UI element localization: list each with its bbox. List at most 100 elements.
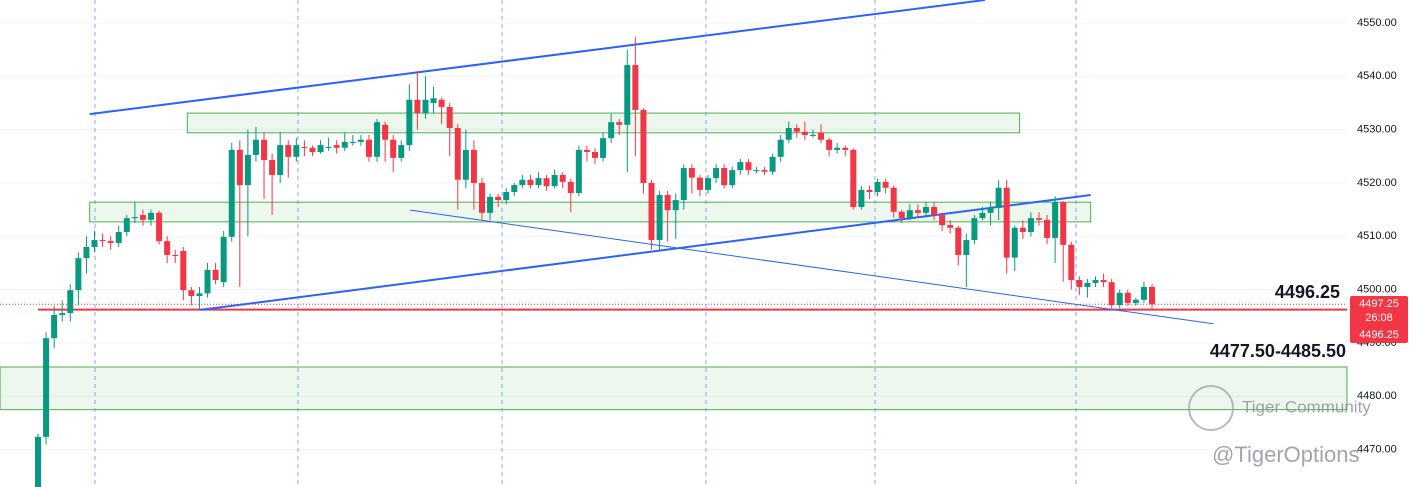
candle-body	[519, 179, 526, 186]
candle-body	[1084, 282, 1091, 287]
candle-body	[640, 109, 647, 183]
zone	[186, 112, 1021, 134]
candle-body	[252, 139, 259, 155]
candle-body	[1035, 218, 1042, 220]
candle-body	[793, 128, 800, 132]
candle-body	[761, 170, 768, 172]
candle-body	[914, 210, 921, 213]
candle-body	[1011, 227, 1018, 258]
candle-body	[809, 134, 816, 136]
candle-body	[1108, 282, 1115, 306]
candle-body	[220, 236, 227, 283]
candle-body	[729, 170, 736, 186]
candle-body	[672, 200, 679, 211]
candle-body	[898, 211, 905, 219]
trendline	[410, 209, 1214, 325]
candle-body	[43, 338, 50, 437]
candle-body	[955, 227, 962, 255]
candle-body	[1060, 202, 1067, 245]
candle-body	[777, 139, 784, 157]
candle-body	[721, 168, 728, 186]
watermark-logo	[1188, 385, 1234, 431]
candle-body	[156, 212, 163, 242]
candle-body	[906, 210, 913, 219]
candle-body	[188, 290, 195, 297]
candle-body	[1003, 187, 1010, 258]
candle-body	[1052, 202, 1059, 238]
candle-body	[1149, 286, 1155, 305]
candle-body	[543, 178, 550, 187]
candle-body	[67, 290, 74, 314]
candle-body	[648, 182, 655, 241]
watermark: Tiger Community	[1242, 397, 1371, 416]
candle-body	[939, 214, 946, 226]
candle-body	[454, 128, 461, 180]
candle-body	[382, 124, 389, 140]
candle-body	[1100, 280, 1107, 283]
candle-body	[107, 241, 114, 243]
candle-body	[769, 156, 776, 172]
watermark: @TigerOptions	[1212, 442, 1359, 467]
candle-body	[608, 122, 615, 139]
candle-body	[212, 269, 219, 281]
candle-body	[882, 181, 889, 188]
candle-body	[1132, 299, 1139, 303]
candle-body	[91, 240, 98, 247]
trendline	[89, 0, 986, 116]
candle-body	[583, 149, 590, 153]
candle-body	[333, 145, 340, 148]
candle-body	[922, 206, 929, 213]
candle-body	[616, 122, 623, 125]
candle-body	[527, 179, 534, 186]
candle-body	[357, 139, 364, 142]
candle-body	[285, 145, 292, 157]
candle-body	[947, 225, 954, 228]
candle-body	[874, 181, 881, 193]
candle-body	[1044, 219, 1051, 238]
y-tick-label: 4500.00	[1357, 284, 1397, 296]
y-tick-label: 4520.00	[1357, 177, 1397, 189]
price-tag-text: 4497.25	[1359, 298, 1399, 310]
price-tag-text: 26:08	[1365, 312, 1393, 324]
candle-body	[349, 141, 356, 143]
candle-body	[1124, 292, 1131, 303]
zone-label: 4477.50-4485.50	[1210, 341, 1346, 361]
candle-body	[1140, 286, 1147, 300]
candle-body	[196, 293, 203, 297]
candle-body	[277, 145, 284, 175]
candle-body	[374, 122, 381, 157]
y-tick-label: 4550.00	[1357, 17, 1397, 29]
candle-body	[818, 132, 825, 140]
candle-body	[75, 258, 82, 291]
y-tick-label: 4510.00	[1357, 230, 1397, 242]
candle-body	[503, 192, 510, 201]
candle-body	[204, 269, 211, 294]
candle-body	[1076, 280, 1083, 287]
candle-body	[842, 147, 849, 150]
candle-body	[713, 168, 720, 179]
candle-body	[180, 250, 187, 291]
candle-body	[801, 131, 808, 135]
candle-body	[632, 65, 639, 110]
y-tick-label: 4480.00	[1357, 390, 1397, 402]
candle-body	[656, 194, 663, 241]
candle-body	[826, 139, 833, 150]
candle-body	[753, 170, 760, 172]
candle-body	[592, 152, 598, 158]
candle-body	[705, 178, 712, 190]
candle-body	[737, 162, 744, 171]
candle-body	[148, 212, 155, 220]
candle-body	[123, 218, 130, 233]
candle-body	[422, 99, 429, 114]
candle-body	[511, 185, 518, 193]
candle-body	[51, 314, 58, 339]
candle-body	[430, 98, 437, 103]
candle-body	[600, 138, 607, 158]
y-tick-label: 4470.00	[1357, 444, 1397, 456]
candle-body	[462, 149, 469, 180]
candle-body	[688, 168, 695, 178]
candle-body	[745, 162, 752, 171]
price-tag-text: 4496.25	[1359, 329, 1399, 341]
zone	[89, 201, 1092, 223]
